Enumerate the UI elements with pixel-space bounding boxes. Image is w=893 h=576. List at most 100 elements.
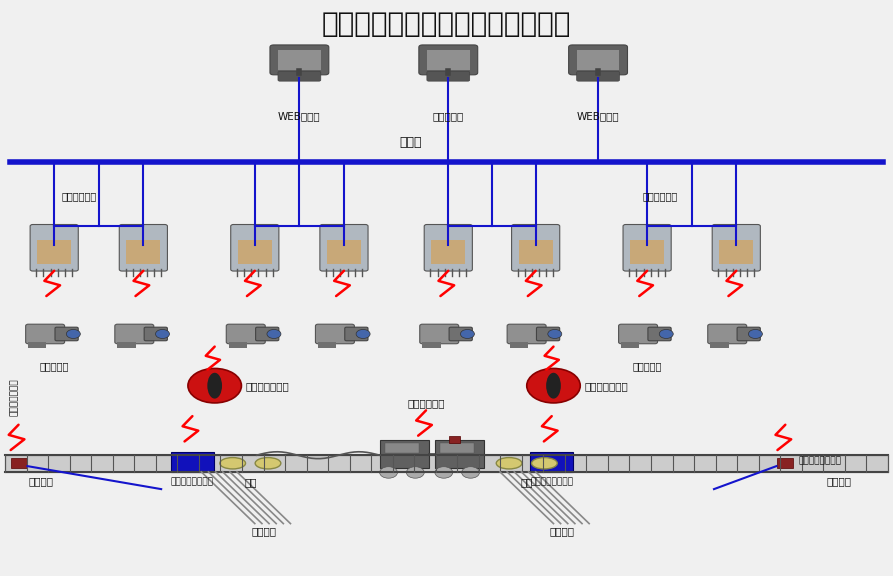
FancyBboxPatch shape [449,327,472,341]
Text: 斜巷轨道运输监控系统网络结构图: 斜巷轨道运输监控系统网络结构图 [321,10,572,37]
Circle shape [748,329,763,339]
FancyBboxPatch shape [510,342,528,348]
Text: 斜巷轨道: 斜巷轨道 [826,476,851,487]
Text: WEB客户端: WEB客户端 [278,111,321,121]
Text: 系统服务器: 系统服务器 [432,111,463,121]
FancyBboxPatch shape [278,71,321,81]
FancyBboxPatch shape [278,50,321,70]
FancyBboxPatch shape [230,225,279,271]
Text: 无线声光报警器: 无线声光报警器 [585,381,629,391]
Circle shape [547,329,562,339]
FancyBboxPatch shape [420,324,459,344]
FancyBboxPatch shape [238,240,271,264]
Circle shape [462,467,480,478]
Text: 信标: 信标 [244,478,256,488]
Text: 网络摄像仪: 网络摄像仪 [39,362,69,372]
Ellipse shape [207,373,222,399]
FancyBboxPatch shape [270,45,329,75]
FancyBboxPatch shape [226,324,265,344]
FancyBboxPatch shape [120,225,167,271]
Ellipse shape [531,457,557,469]
FancyBboxPatch shape [713,225,760,271]
FancyBboxPatch shape [29,342,46,348]
Bar [171,452,213,472]
Text: 信标: 信标 [521,478,533,488]
Bar [777,458,793,468]
FancyBboxPatch shape [648,327,672,341]
FancyBboxPatch shape [737,327,760,341]
FancyBboxPatch shape [720,240,753,264]
Text: 无线斜巷挡车传感: 无线斜巷挡车传感 [798,456,842,465]
FancyBboxPatch shape [30,225,79,271]
FancyBboxPatch shape [427,71,470,81]
Text: 无线声光报警器: 无线声光报警器 [246,381,289,391]
Circle shape [461,329,474,339]
Circle shape [66,329,80,339]
Bar [5,454,888,472]
FancyBboxPatch shape [55,327,79,341]
FancyBboxPatch shape [519,240,553,264]
FancyBboxPatch shape [512,225,560,271]
FancyBboxPatch shape [577,71,620,81]
Text: 斜巷偏口: 斜巷偏口 [251,526,276,536]
FancyBboxPatch shape [537,327,560,341]
FancyBboxPatch shape [577,50,620,70]
FancyBboxPatch shape [115,324,154,344]
FancyBboxPatch shape [711,342,729,348]
Ellipse shape [547,373,561,399]
Bar [435,440,484,468]
Circle shape [188,369,241,403]
FancyBboxPatch shape [424,225,472,271]
Bar [380,440,429,468]
FancyBboxPatch shape [320,225,368,271]
Text: 斜巷轨道: 斜巷轨道 [29,476,54,487]
Circle shape [406,467,424,478]
Text: 斜巷偏口: 斜巷偏口 [550,526,575,536]
FancyBboxPatch shape [38,240,71,264]
Circle shape [155,329,170,339]
Bar [449,435,460,442]
Text: 无线道岔控制装置: 无线道岔控制装置 [530,478,573,487]
FancyBboxPatch shape [255,327,279,341]
FancyBboxPatch shape [431,240,465,264]
Circle shape [380,467,397,478]
FancyBboxPatch shape [118,342,136,348]
Circle shape [659,329,673,339]
Text: 无线通信接口: 无线通信接口 [62,191,96,201]
Bar [530,452,573,472]
FancyBboxPatch shape [619,324,657,344]
Ellipse shape [220,457,246,469]
FancyBboxPatch shape [419,45,478,75]
FancyBboxPatch shape [630,240,664,264]
Text: WEB客户端: WEB客户端 [577,111,620,121]
Text: 网络摄像仪: 网络摄像仪 [632,362,662,372]
FancyBboxPatch shape [507,324,547,344]
FancyBboxPatch shape [427,50,470,70]
Bar [385,442,419,453]
Circle shape [435,467,453,478]
FancyBboxPatch shape [623,225,672,271]
FancyBboxPatch shape [127,240,160,264]
FancyBboxPatch shape [315,324,355,344]
Text: 无线通信接口: 无线通信接口 [643,191,678,201]
Circle shape [267,329,281,339]
Text: 无线挡车传感器: 无线挡车传感器 [10,378,19,416]
Bar [440,442,474,453]
Text: 无线道岔控制装置: 无线道岔控制装置 [171,478,214,487]
FancyBboxPatch shape [26,324,64,344]
Text: 无线车载设备: 无线车载设备 [407,399,445,408]
FancyBboxPatch shape [318,342,336,348]
FancyBboxPatch shape [569,45,628,75]
Circle shape [356,329,370,339]
FancyBboxPatch shape [708,324,747,344]
Circle shape [527,369,580,403]
FancyBboxPatch shape [229,342,247,348]
Text: 以太网: 以太网 [399,136,422,149]
FancyBboxPatch shape [345,327,368,341]
FancyBboxPatch shape [622,342,639,348]
Ellipse shape [255,457,280,469]
FancyBboxPatch shape [327,240,361,264]
FancyBboxPatch shape [144,327,167,341]
FancyBboxPatch shape [422,342,440,348]
Bar [11,458,27,468]
